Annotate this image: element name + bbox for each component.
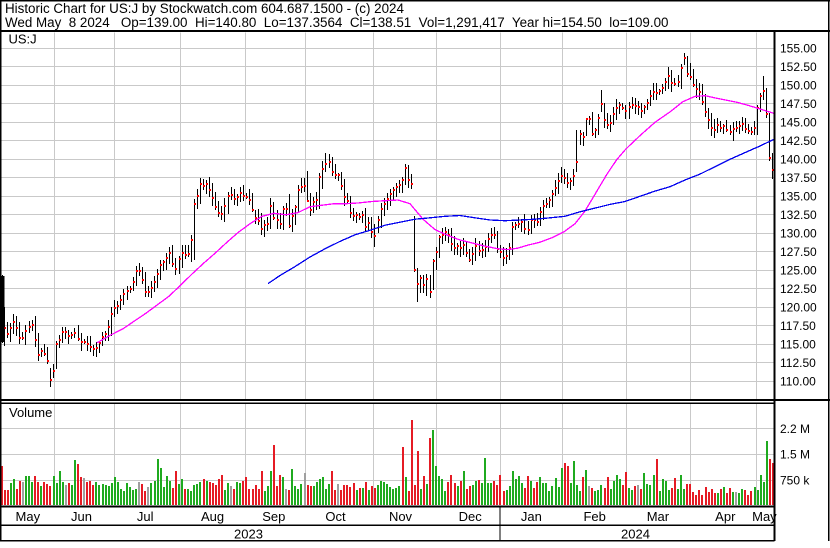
svg-text:122.50: 122.50 [780,282,817,296]
svg-text:145.00: 145.00 [780,116,817,130]
svg-text:150.00: 150.00 [780,79,817,93]
svg-text:US:J: US:J [9,32,37,47]
svg-text:125.00: 125.00 [780,264,817,278]
svg-text:155.00: 155.00 [780,42,817,56]
svg-text:Historic Chart for US:J by Sto: Historic Chart for US:J by Stockwatch.co… [5,1,404,16]
svg-text:May: May [16,509,41,524]
svg-text:117.50: 117.50 [780,319,816,333]
svg-text:142.50: 142.50 [780,134,817,148]
svg-text:May: May [752,509,777,524]
svg-text:Volume: Volume [9,405,52,420]
svg-text:Apr: Apr [715,509,736,524]
svg-text:112.50: 112.50 [780,356,816,370]
svg-text:750 k: 750 k [780,473,810,487]
svg-text:140.00: 140.00 [780,153,817,167]
svg-text:120.00: 120.00 [780,301,817,315]
svg-text:Sep: Sep [262,509,285,524]
svg-text:127.50: 127.50 [780,245,817,259]
svg-text:Oct: Oct [325,509,346,524]
svg-text:Dec: Dec [459,509,483,524]
svg-text:Feb: Feb [583,509,605,524]
svg-text:Mar: Mar [647,509,670,524]
svg-text:Jan: Jan [521,509,542,524]
svg-text:2023: 2023 [234,526,263,541]
svg-text:2.2 M: 2.2 M [780,422,810,436]
svg-text:2024: 2024 [621,526,650,541]
svg-text:152.50: 152.50 [780,60,817,74]
svg-text:1.5 M: 1.5 M [780,448,810,462]
svg-text:135.00: 135.00 [780,190,817,204]
svg-text:147.50: 147.50 [780,97,817,111]
svg-text:130.00: 130.00 [780,227,817,241]
svg-text:137.50: 137.50 [780,171,817,185]
svg-text:Wed May 8 2024 Op=139.00 H: Wed May 8 2024 Op=139.00 Hi=140.80 Lo=13… [5,15,669,30]
svg-text:115.00: 115.00 [780,338,816,352]
svg-text:110.00: 110.00 [780,375,816,389]
svg-text:132.50: 132.50 [780,208,817,222]
svg-text:Jun: Jun [71,509,92,524]
svg-text:Aug: Aug [201,509,224,524]
svg-text:Jul: Jul [137,509,154,524]
svg-text:Nov: Nov [389,509,413,524]
